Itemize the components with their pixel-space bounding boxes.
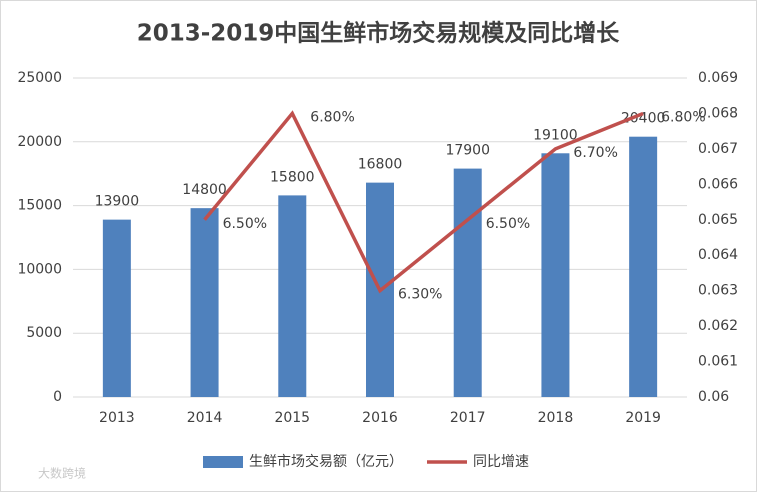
y2-tick-label: 0.063: [698, 283, 738, 299]
y-tick-label: 25000: [17, 70, 62, 86]
y2-tick-label: 0.062: [698, 318, 738, 334]
bar: [629, 136, 658, 398]
y-tick-label: 5000: [26, 325, 62, 341]
bar-value-label: 17900: [445, 143, 490, 159]
y2-tick-label: 0.067: [698, 141, 738, 157]
chart-title: 2013-2019中国生鲜市场交易规模及同比增长: [137, 20, 621, 47]
y-tick-label: 15000: [17, 198, 62, 214]
x-tick-label: 2014: [187, 410, 223, 426]
y-tick-label: 10000: [17, 261, 62, 277]
y-tick-label: 0: [53, 389, 62, 405]
bar-value-label: 16800: [358, 157, 403, 173]
y2-tick-label: 0.061: [698, 354, 738, 370]
bar: [453, 168, 482, 397]
bar: [190, 208, 219, 397]
y2-tick-label: 0.06: [698, 389, 729, 405]
line-value-label: 6.30%: [398, 287, 442, 303]
bar-value-label: 20400: [621, 111, 666, 127]
y2-tick-label: 0.065: [698, 212, 738, 228]
watermark: 大数跨境: [38, 466, 86, 481]
x-tick-label: 2019: [625, 410, 661, 426]
bar-value-label: 14800: [182, 182, 227, 198]
x-tick-label: 2015: [274, 410, 310, 426]
y-tick-label: 20000: [17, 134, 62, 150]
bar: [102, 219, 131, 397]
bar: [541, 153, 570, 397]
x-tick-label: 2016: [362, 410, 398, 426]
legend-label: 生鲜市场交易额（亿元）: [249, 453, 403, 470]
line: [203, 110, 644, 294]
bar-value-label: 15800: [270, 169, 315, 185]
y2-tick-label: 0.068: [698, 105, 738, 121]
line-value-label: 6.50%: [486, 216, 530, 232]
line-value-label: 6.80%: [310, 109, 354, 125]
x-tick-label: 2013: [99, 410, 135, 426]
bar-value-label: 19100: [533, 127, 578, 143]
bar: [278, 195, 307, 397]
y2-tick-label: 0.066: [698, 176, 738, 192]
bar-value-label: 13900: [95, 194, 140, 210]
line-value-label: 6.70%: [573, 145, 617, 161]
line-value-label: 6.50%: [223, 216, 267, 232]
x-tick-label: 2018: [538, 410, 574, 426]
line-value-label: 6.80%: [661, 109, 705, 125]
y2-tick-label: 0.064: [698, 247, 738, 263]
legend-swatch: [203, 456, 243, 468]
y2-tick-label: 0.069: [698, 70, 738, 86]
x-tick-label: 2017: [450, 410, 486, 426]
legend-label: 同比增速: [473, 454, 529, 470]
